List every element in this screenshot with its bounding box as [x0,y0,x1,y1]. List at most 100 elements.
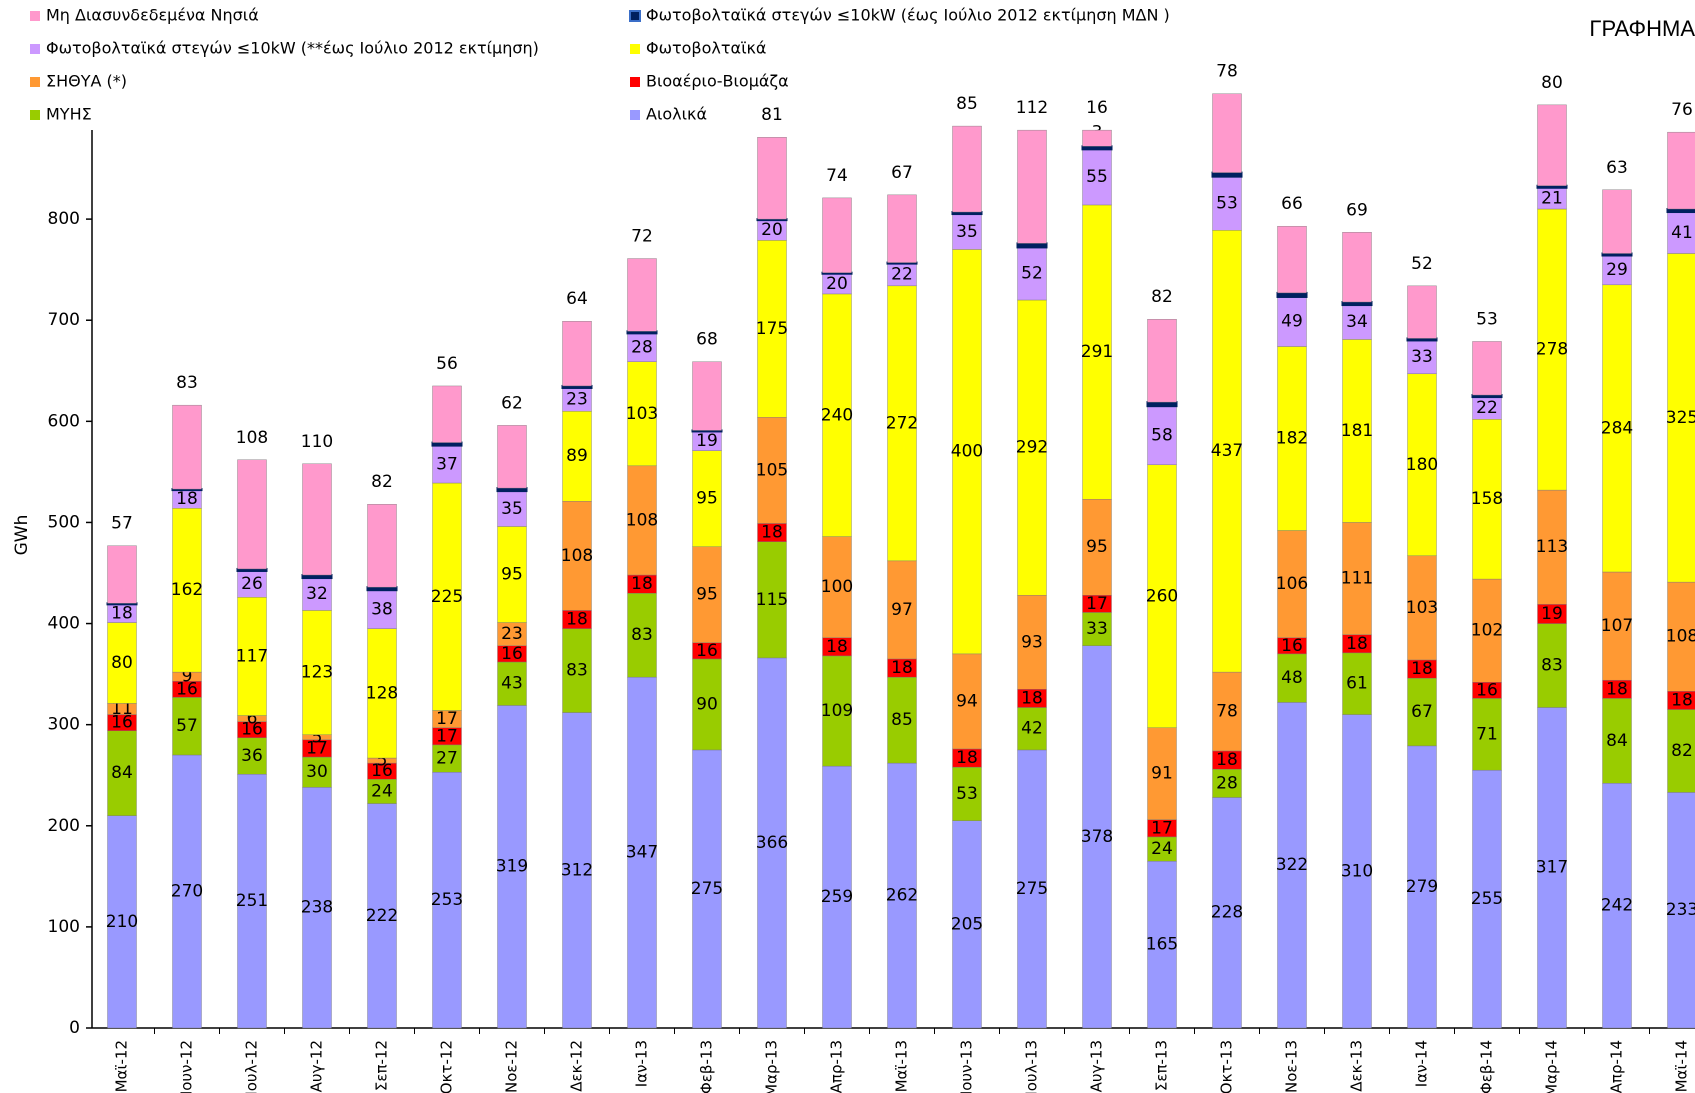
bar-segment [1082,498,1112,596]
bar-segment [1147,464,1177,728]
value-label: 78 [1216,62,1238,82]
value-label: 400 [951,442,983,462]
value-label: 63 [1606,158,1628,178]
value-label: 9 [182,667,193,687]
value-label: 82 [371,472,393,492]
bar-segment [1537,707,1567,1029]
value-label: 109 [821,701,853,721]
legend-label: Φωτοβολταϊκά στεγών ≤10kW (έως Ιούλιο 20… [646,6,1170,25]
value-label: 55 [1086,167,1108,187]
bar-segment [1537,104,1567,186]
value-label: 165 [1146,935,1178,955]
value-label: 16 [241,720,263,740]
x-tick-label: Σεπ-12 [373,1040,391,1091]
value-label: 251 [236,891,268,911]
value-label: 66 [1281,194,1303,214]
value-label: 18 [631,574,653,594]
bar-segment [561,384,593,389]
bar-segment [1342,304,1372,340]
legend-label: Αιολικά [646,105,707,124]
bar-segment [1537,489,1567,605]
bar-segment [236,567,268,572]
bar-segment [952,820,982,1029]
bar-segment [1016,242,1048,249]
bar-segment [1147,405,1177,466]
value-label: 317 [1536,858,1568,878]
legend-label: Βιοαέριο-Βιομάζα [646,72,789,91]
bar-segment [1081,145,1113,151]
bar-segment [1537,208,1567,491]
value-label: 94 [956,691,978,711]
legend-label: ΜΥΗΣ [46,105,92,124]
value-label: 30 [306,762,328,782]
bar-segment [757,240,787,418]
bar-segment [822,197,852,273]
value-label: 270 [171,882,203,902]
value-label: 205 [951,914,983,934]
bar-segment [887,762,917,1029]
value-label: 18 [956,748,978,768]
value-label: 23 [566,390,588,410]
value-label: 260 [1146,586,1178,606]
value-label: 64 [566,289,588,309]
value-label: 108 [236,428,268,448]
bar-segment [822,536,852,638]
value-label: 437 [1211,441,1243,461]
bar-segment [1667,792,1695,1029]
value-label: 28 [1216,773,1238,793]
value-label: 74 [826,166,848,186]
bar-segment [1536,184,1568,189]
value-label: 19 [1541,604,1563,624]
value-label: 210 [106,912,138,932]
value-label: 111 [1341,569,1373,589]
bar-segment [1342,522,1372,635]
bar-segment [497,526,527,623]
bar-segment [237,774,267,1029]
bar-segment [562,321,592,387]
bar-segment [952,249,982,655]
value-label: 16 [1086,98,1108,118]
value-label: 180 [1406,455,1438,475]
value-label: 279 [1406,877,1438,897]
bar-segment [1082,645,1112,1029]
bar-segment [887,676,917,764]
bar-segment [1147,860,1177,1029]
value-label: 233 [1666,900,1695,920]
value-label: 58 [1151,425,1173,445]
x-tick-label: Νοε-13 [1283,1040,1301,1093]
value-label: 78 [1216,702,1238,722]
value-label: 322 [1276,855,1308,875]
bar-segment [627,465,657,576]
value-label: 11 [111,699,133,719]
value-label: 181 [1341,421,1373,441]
value-label: 67 [891,163,913,183]
legend-swatch [630,110,640,120]
legend-swatch [30,11,40,21]
value-label: 61 [1346,674,1368,694]
value-label: 366 [756,833,788,853]
value-label: 36 [241,746,263,766]
value-label: 115 [756,590,788,610]
value-label: 17 [1086,594,1108,614]
value-label: 83 [1541,656,1563,676]
value-label: 35 [956,222,978,242]
value-label: 93 [1021,632,1043,652]
value-label: 29 [1606,260,1628,280]
bar-segment [822,655,852,767]
value-label: 18 [1216,750,1238,770]
bar-segment [497,661,527,706]
bar-segment [1277,530,1307,638]
bar-segment [107,622,137,704]
bar-segment [1667,581,1695,692]
legend-swatch [630,44,640,54]
value-label: 53 [1476,309,1498,329]
bar-segment [1602,571,1632,681]
bar-segment [1017,707,1047,751]
bar-segment [237,737,267,775]
value-label: 62 [501,393,523,413]
legend-label: Μη Διασυνδεδεμένα Νησιά [46,6,259,25]
x-tick-label: Μαϊ-12 [113,1040,131,1092]
bar-segment [1407,285,1437,339]
bar-segment [1472,578,1502,683]
value-label: 95 [501,565,523,585]
